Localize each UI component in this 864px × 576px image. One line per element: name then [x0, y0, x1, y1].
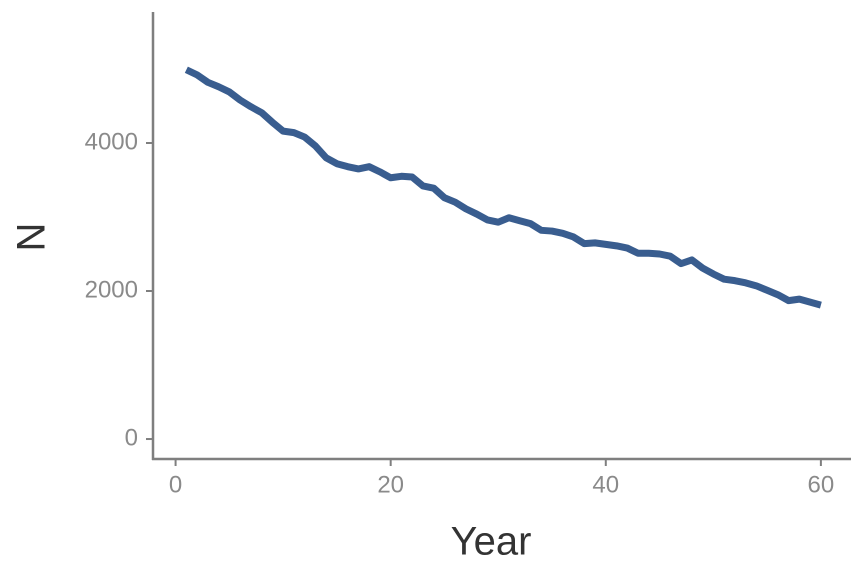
x-tick-label: 20: [377, 471, 404, 498]
y-axis-title: N: [10, 223, 54, 252]
x-tick-label: 60: [808, 471, 835, 498]
x-axis-title: Year: [451, 520, 532, 564]
y-tick-label: 0: [125, 424, 138, 451]
x-tick-label: 0: [169, 471, 182, 498]
y-tick-label: 4000: [85, 128, 138, 155]
y-tick-label: 2000: [85, 276, 138, 303]
data-line: [184, 66, 822, 309]
x-tick-label: 40: [592, 471, 619, 498]
